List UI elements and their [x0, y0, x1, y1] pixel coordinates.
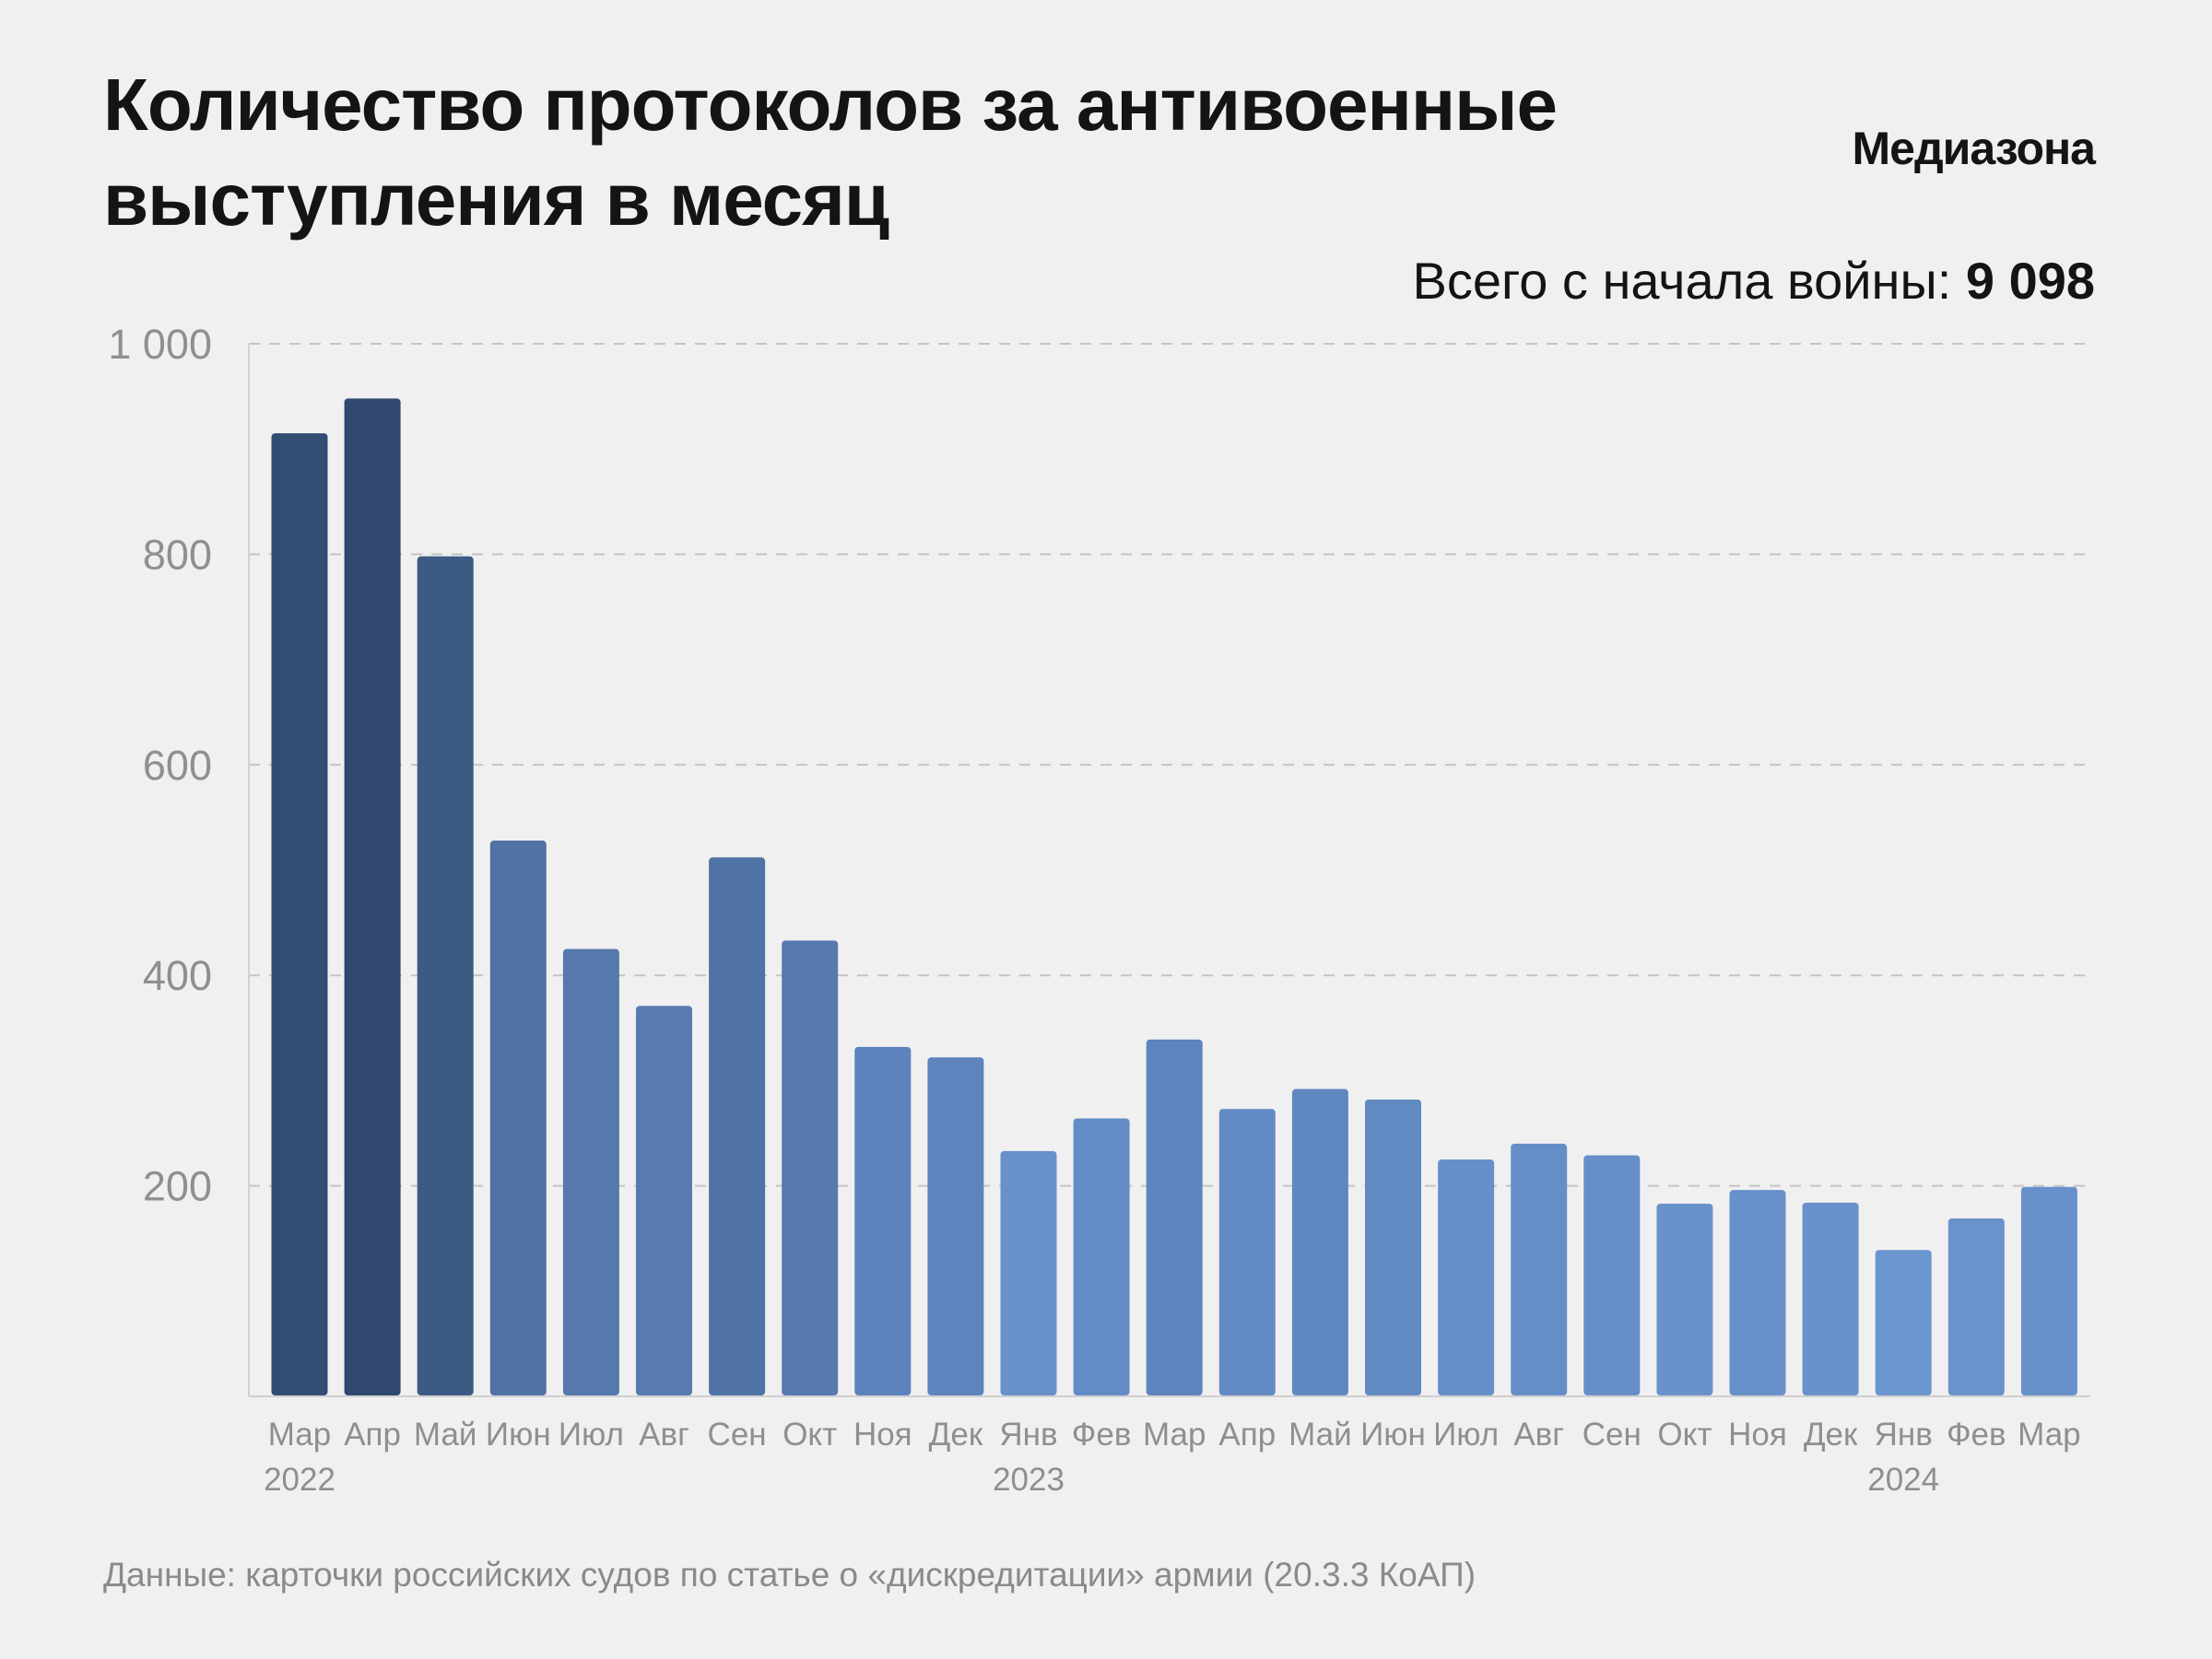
- x-tick-label: Сен: [708, 1417, 767, 1453]
- x-tick-label: Май: [414, 1417, 477, 1453]
- total-value: 9 098: [1965, 252, 2095, 310]
- x-tick-label: Июн: [486, 1417, 551, 1453]
- x-tick-label: Июл: [1433, 1417, 1499, 1453]
- bars: [271, 398, 2077, 1395]
- bar: [1656, 1204, 1713, 1395]
- chart-title: Количество протоколов за антивоенные выс…: [103, 64, 1558, 241]
- x-tick-label: Май: [1288, 1417, 1352, 1453]
- x-tick-label: Апр: [1218, 1417, 1276, 1453]
- x-tick-label: Фев: [1947, 1417, 2006, 1453]
- x-tick-label: Авг: [639, 1417, 689, 1453]
- bar: [1000, 1150, 1057, 1395]
- y-tick-label: 200: [143, 1163, 212, 1210]
- source-note: Данные: карточки российских судов по ста…: [103, 1556, 1477, 1594]
- axes: [248, 344, 2090, 1397]
- bar: [1146, 1039, 1203, 1395]
- x-tick-label: Мар: [268, 1417, 331, 1453]
- total-summary: Всего с начала войны: 9 098: [1413, 251, 2095, 311]
- x-tick-label: Дек: [1804, 1417, 1858, 1453]
- bar: [854, 1046, 912, 1395]
- bar: [417, 556, 474, 1395]
- y-tick-label: 800: [143, 531, 212, 578]
- brand-logo: Медиазона: [1852, 123, 2096, 174]
- year-label: 2024: [1867, 1462, 1939, 1498]
- x-tick-label: Янв: [1875, 1417, 1933, 1453]
- bar: [271, 433, 328, 1395]
- bar: [1583, 1155, 1641, 1395]
- x-tick-label: Мар: [1143, 1417, 1206, 1453]
- x-tick-label: Мар: [2018, 1417, 2080, 1453]
- bar: [1291, 1088, 1348, 1395]
- x-tick-label: Авг: [1513, 1417, 1564, 1453]
- x-tick-label: Окт: [782, 1417, 837, 1453]
- y-tick-label: 600: [143, 742, 212, 789]
- bar: [782, 940, 839, 1395]
- bar: [1073, 1118, 1130, 1395]
- x-tick-label: Янв: [999, 1417, 1057, 1453]
- bar: [1218, 1109, 1276, 1395]
- bar: [1802, 1202, 1859, 1395]
- bar: [1438, 1159, 1495, 1395]
- bar: [927, 1057, 984, 1395]
- x-tick-label: Фев: [1072, 1417, 1132, 1453]
- x-tick-label: Сен: [1583, 1417, 1641, 1453]
- bar: [709, 857, 766, 1395]
- x-tick-label: Ноя: [853, 1417, 912, 1453]
- x-tick-label: Июн: [1360, 1417, 1426, 1453]
- bar: [562, 948, 619, 1395]
- y-tick-label: 400: [143, 952, 212, 999]
- bar: [2020, 1186, 2077, 1395]
- x-tick-label: Июл: [559, 1417, 624, 1453]
- bar: [489, 841, 547, 1395]
- year-label: 2023: [993, 1462, 1065, 1498]
- bar: [1875, 1250, 1932, 1395]
- x-tick-label: Апр: [344, 1417, 401, 1453]
- bar: [1511, 1143, 1568, 1395]
- bar: [636, 1006, 692, 1395]
- y-tick-label: 1 000: [108, 321, 212, 368]
- x-tick-label: Окт: [1657, 1417, 1712, 1453]
- bar: [1947, 1218, 2005, 1395]
- bar: [344, 398, 401, 1395]
- x-tick-label: Ноя: [1728, 1417, 1787, 1453]
- bar: [1729, 1190, 1786, 1395]
- total-label: Всего с начала войны:: [1412, 252, 1966, 310]
- x-tick-label: Дек: [929, 1417, 983, 1453]
- year-label: 2022: [264, 1462, 335, 1498]
- bar: [1365, 1099, 1421, 1395]
